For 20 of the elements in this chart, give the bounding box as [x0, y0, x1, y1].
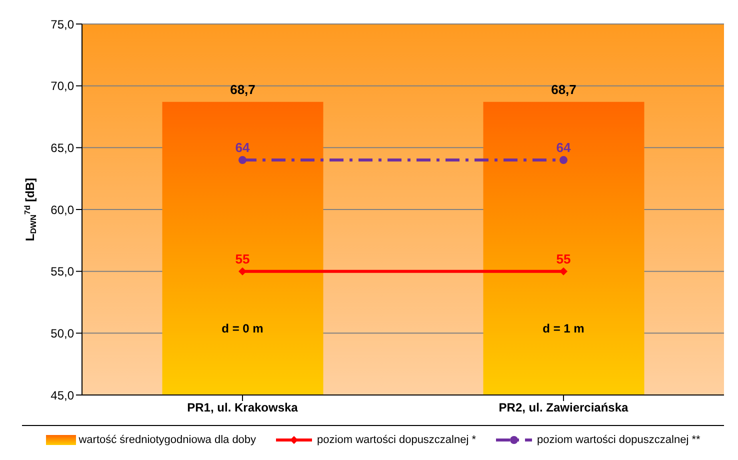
- y-tick-label: 45,0: [50, 388, 74, 402]
- data-label: 55: [235, 251, 250, 266]
- y-tick-label: 65,0: [50, 140, 74, 155]
- legend-label: wartość średniotygodniowa dla doby: [78, 434, 256, 446]
- data-label: 64: [556, 140, 572, 156]
- data-label: 64: [235, 140, 250, 156]
- x-tick-label: PR2, ul. Zawierciańska: [498, 400, 629, 415]
- annotation: d = 1 m: [542, 321, 584, 336]
- y-tick-label: 60,0: [50, 202, 74, 217]
- x-tick-label: PR1, ul. Krakowska: [187, 400, 298, 415]
- y-tick-label: 55,0: [50, 264, 74, 279]
- y-tick-label: 70,0: [50, 79, 74, 94]
- legend-label: poziom wartości dopuszczalnej **: [537, 434, 700, 446]
- data-label: 68,7: [551, 82, 576, 97]
- legend-label: poziom wartości dopuszczalnej *: [317, 434, 476, 446]
- data-label: 55: [556, 251, 571, 266]
- annotation: d = 0 m: [222, 321, 264, 336]
- y-tick-label: 50,0: [50, 326, 74, 340]
- y-tick-label: 75,0: [50, 17, 74, 32]
- data-label: 68,7: [230, 82, 256, 97]
